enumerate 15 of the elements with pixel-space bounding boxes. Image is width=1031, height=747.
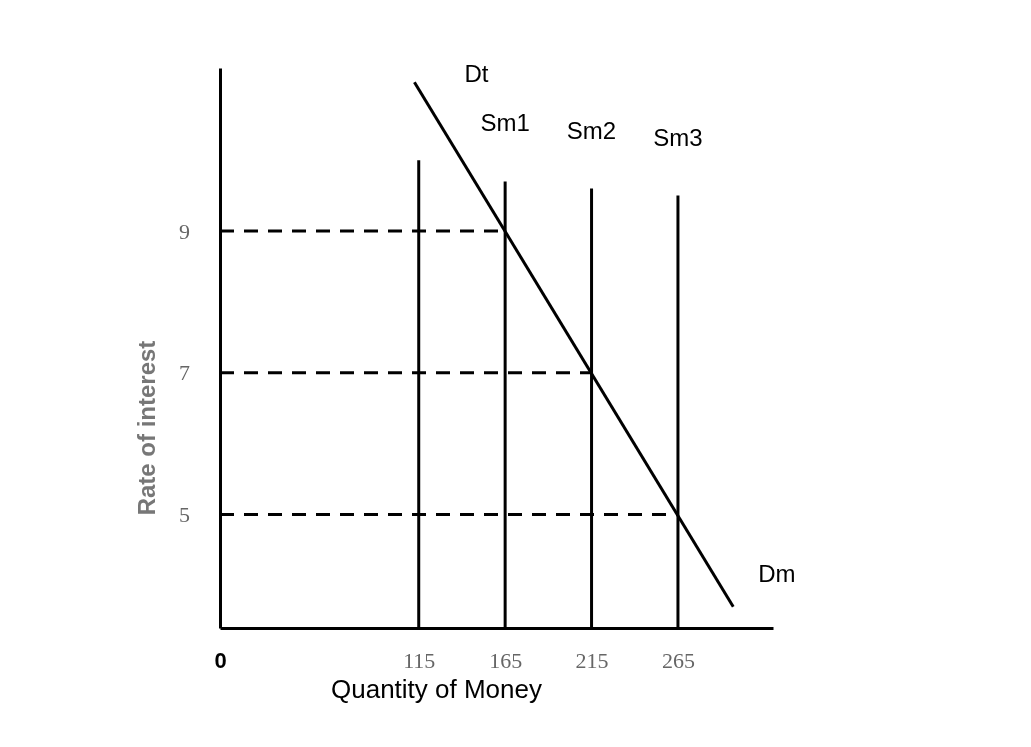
x-tick-label: 0: [214, 647, 227, 673]
y-axis-title: Rate of interest: [133, 340, 160, 516]
x-tick-label: 215: [575, 647, 609, 673]
text: Sm3: [653, 123, 703, 151]
text: Sm2: [566, 116, 617, 144]
x-tick-label: 265: [661, 647, 695, 673]
annotation: Dt: [464, 60, 489, 88]
y-tick-label: 9: [179, 218, 190, 244]
x-tick-label: 165: [489, 647, 523, 673]
y-tick-label: 7: [179, 360, 190, 386]
annotation: Dm: [758, 559, 796, 587]
text: Sm1: [480, 109, 530, 137]
x-axis-title: Quantity of Money: [331, 674, 542, 704]
x-tick-label: 115: [403, 647, 436, 673]
y-tick-label: 5: [179, 502, 190, 528]
